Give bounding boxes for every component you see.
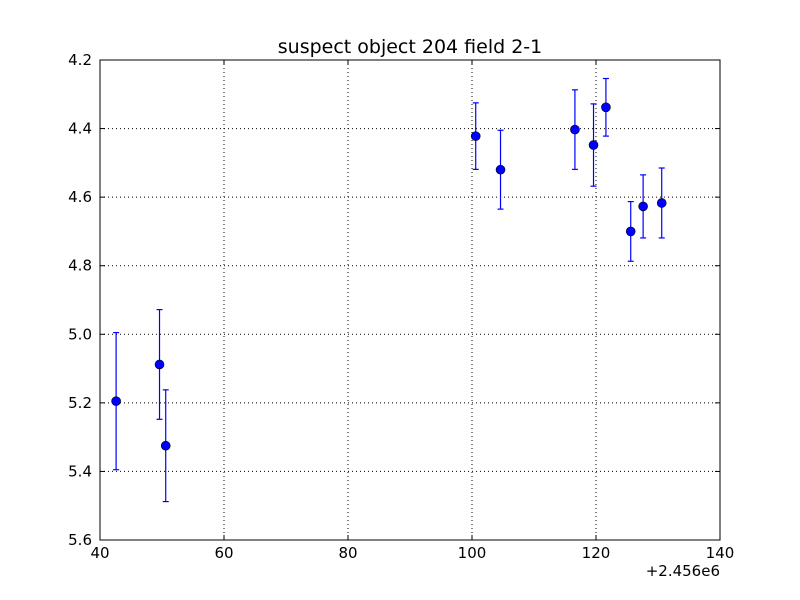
data-point	[625, 201, 636, 262]
x-tick-label: 120	[582, 544, 611, 562]
point-marker	[111, 396, 121, 406]
data-point	[495, 129, 506, 210]
chart-title: suspect object 204 field 2-1	[278, 36, 543, 58]
x-tick-label: 140	[706, 544, 735, 562]
y-tick-label: 4.2	[68, 51, 92, 69]
data-point	[570, 89, 580, 170]
x-offset-label: +2.456e6	[646, 562, 720, 580]
data-point	[111, 331, 121, 471]
point-marker	[495, 164, 506, 175]
y-tick-label: 4.6	[68, 188, 92, 206]
data-point	[656, 167, 667, 239]
point-marker	[570, 124, 580, 135]
y-tick-label: 4.8	[68, 257, 92, 275]
point-marker	[470, 131, 481, 141]
data-point	[470, 102, 481, 170]
point-marker	[625, 226, 636, 237]
point-marker	[656, 198, 667, 208]
data-point	[601, 77, 611, 137]
x-tick-label: 100	[458, 544, 487, 562]
grid-lines	[100, 60, 720, 540]
axis-ticks: 40 60 80 100 120 140 4.2 4.4 4.6 4.8 5.0 5.2 5.4 5.6	[68, 51, 734, 562]
data-point	[638, 174, 648, 239]
y-tick-label: 5.6	[68, 531, 92, 549]
point-marker	[601, 102, 611, 113]
data-point	[588, 103, 599, 187]
x-tick-label: 80	[338, 544, 357, 562]
point-marker	[638, 201, 648, 212]
point-marker	[588, 140, 599, 150]
data-points	[111, 77, 667, 503]
data-point	[160, 389, 171, 503]
point-marker	[154, 359, 165, 370]
y-tick-label: 5.2	[68, 394, 92, 412]
x-tick-label: 40	[90, 544, 109, 562]
point-marker	[160, 440, 171, 451]
y-tick-label: 4.4	[68, 120, 92, 138]
x-tick-label: 60	[214, 544, 233, 562]
y-tick-label: 5.0	[68, 325, 92, 343]
plot-frame	[99, 59, 721, 541]
y-tick-label: 5.4	[68, 462, 92, 480]
data-point	[154, 309, 165, 420]
